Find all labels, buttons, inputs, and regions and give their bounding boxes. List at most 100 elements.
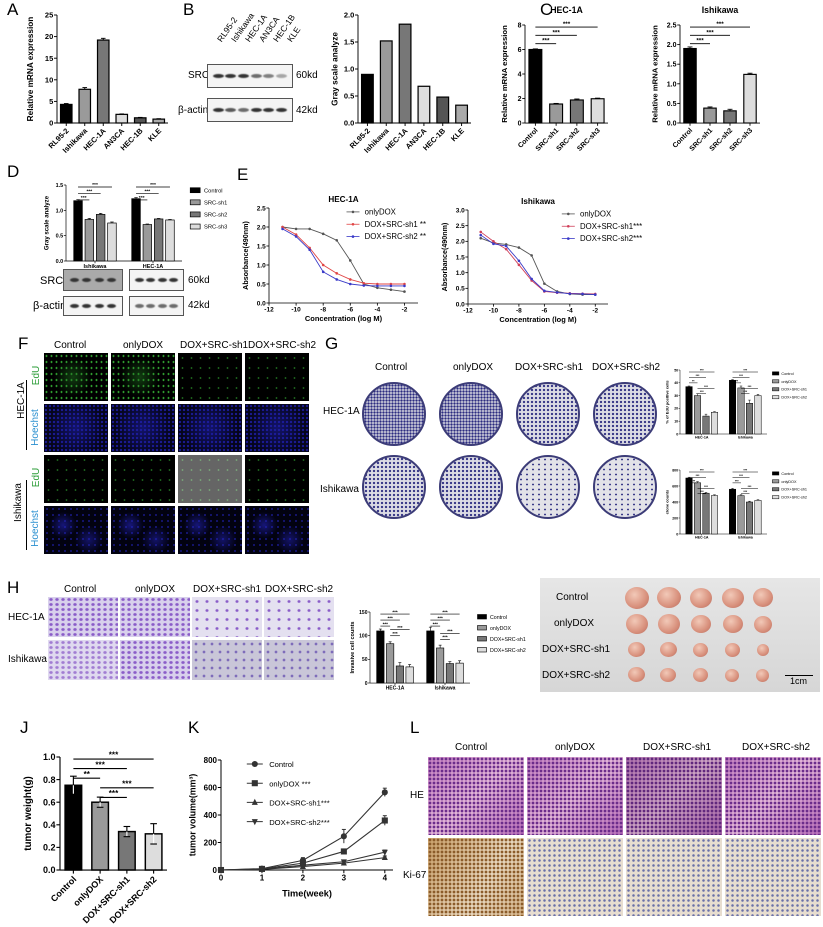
y-tick-label: 30	[674, 394, 678, 398]
legend-label: DOX+SRC-sh1	[781, 388, 807, 392]
x-axis-label: Concentration (log M)	[305, 314, 383, 323]
legend-swatch	[189, 199, 201, 206]
bar	[737, 387, 745, 435]
y-tick-label: 10	[45, 75, 53, 84]
micrograph	[111, 353, 175, 401]
y-tick-label: 0.6	[43, 797, 56, 807]
y-tick-label: 800	[672, 468, 678, 472]
micrograph	[44, 353, 108, 401]
x-tick-label: KLE	[146, 126, 163, 143]
data-point	[389, 282, 393, 286]
row-label: Ishikawa	[320, 484, 359, 495]
x-tick-label: -12	[264, 306, 274, 313]
y-tick-label: 800	[204, 756, 218, 765]
significance-label: ***	[95, 760, 105, 769]
y-tick-label: 0.0	[56, 259, 64, 265]
y-tick-label: 0	[676, 432, 678, 436]
y-tick-label: 150	[359, 610, 368, 616]
panel-label-k: K	[188, 718, 200, 737]
data-point	[251, 819, 258, 826]
data-point	[340, 859, 347, 866]
y-tick-label: 0.5	[344, 92, 354, 101]
he-image	[527, 757, 623, 835]
bar	[84, 219, 94, 262]
data-point	[251, 780, 258, 787]
band	[157, 278, 167, 282]
y-tick-label: 200	[672, 516, 678, 520]
chart-title: HEC-1A	[328, 195, 358, 204]
blot-src-hec1a	[129, 269, 184, 291]
y-tick-label: 1.0	[667, 81, 677, 88]
y-tick-label: 15	[45, 54, 53, 63]
y-tick-label: 40	[674, 381, 678, 385]
legend-swatch	[772, 387, 780, 392]
data-point	[543, 289, 546, 293]
significance-label: ***	[109, 751, 119, 760]
x-tick-label: Ishikawa	[738, 536, 754, 540]
y-axis-label: Absorbance(490nm)	[242, 221, 250, 290]
data-point	[340, 848, 347, 855]
tumor	[628, 642, 645, 657]
data-point	[381, 853, 388, 861]
legend-label: DOX+SRC-sh2	[781, 396, 807, 400]
stain-label-edu: EdU	[31, 365, 43, 386]
band	[276, 74, 288, 78]
band	[225, 108, 237, 112]
x-axis-label: Time(week)	[282, 888, 332, 898]
y-tick-label: 0.0	[257, 300, 266, 307]
legend-label: SRC-sh2	[204, 213, 227, 219]
bar	[711, 411, 718, 435]
band	[146, 304, 156, 308]
bar	[91, 801, 110, 871]
legend-swatch	[477, 614, 487, 620]
bar	[154, 218, 164, 262]
band	[263, 74, 275, 78]
column-header: DOX+SRC-sh2	[248, 340, 317, 351]
data-point	[381, 789, 388, 796]
x-tick-label: -6	[347, 306, 353, 313]
tumor	[626, 614, 648, 634]
significance-label: ***	[447, 629, 453, 634]
band	[238, 74, 250, 78]
tumor	[691, 615, 711, 633]
data-point	[530, 254, 533, 257]
x-tick-label: 3	[342, 873, 347, 882]
y-tick-label: 200	[204, 838, 218, 847]
tumor	[690, 588, 712, 608]
legend-label: DOX+SRC-sh2	[490, 648, 526, 654]
divider	[26, 380, 27, 450]
significance-label: ***	[81, 195, 87, 201]
scale-bar-label: 1cm	[790, 676, 808, 686]
colony-plate	[439, 382, 503, 446]
x-tick-label: -2	[592, 307, 598, 314]
bar	[685, 386, 693, 435]
bar	[702, 492, 710, 535]
x-tick-label: SRC-sh3	[576, 127, 602, 153]
invasion-image	[192, 597, 262, 637]
x-tick-label: 4	[383, 873, 388, 882]
invasion-image	[48, 640, 118, 680]
row-label: DOX+SRC-sh1	[542, 644, 611, 655]
legend-swatch	[772, 495, 780, 500]
data-point	[335, 239, 339, 242]
ki67-image	[527, 838, 623, 916]
data-point	[281, 225, 284, 229]
colony-plate	[516, 382, 580, 446]
legend-label: Control	[781, 372, 793, 376]
bar	[386, 643, 395, 684]
data-point	[403, 284, 406, 288]
legend-label: Control	[781, 472, 793, 476]
y-axis-label: tumor volume(mm³)	[187, 774, 197, 857]
data-point	[362, 284, 366, 287]
micrograph	[44, 455, 108, 503]
column-header: DOX+SRC-sh1	[180, 340, 249, 351]
y-tick-label: 100	[359, 633, 368, 639]
significance-label: ***	[92, 182, 98, 188]
column-header: DOX+SRC-sh2	[265, 584, 334, 595]
y-tick-label: 0.0	[344, 119, 354, 128]
legend-swatch	[772, 371, 780, 376]
significance-label: ***	[700, 368, 705, 372]
blot-row-label: β-actin	[178, 105, 209, 116]
